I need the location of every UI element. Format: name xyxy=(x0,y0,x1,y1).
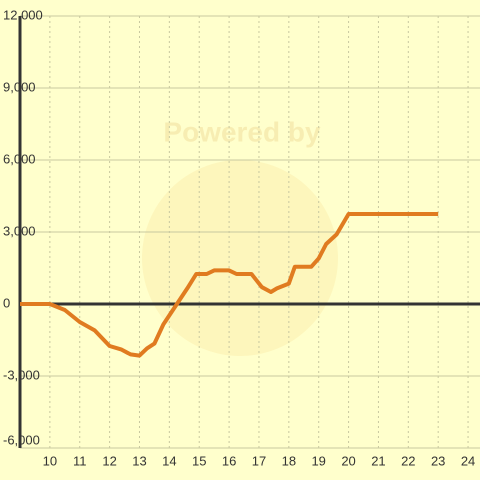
y-tick-label: 0 xyxy=(3,295,10,310)
x-tick-label: 19 xyxy=(311,453,325,468)
x-tick-label: 12 xyxy=(102,453,116,468)
x-tick-label: 16 xyxy=(222,453,236,468)
x-tick-label: 14 xyxy=(162,453,176,468)
x-tick-label: 20 xyxy=(341,453,355,468)
y-tick-label: 12,000 xyxy=(3,7,43,22)
x-tick-label: 24 xyxy=(461,453,475,468)
x-tick-label: 23 xyxy=(431,453,445,468)
x-tick-label: 15 xyxy=(192,453,206,468)
line-series xyxy=(20,212,439,358)
x-tick-label: 17 xyxy=(252,453,266,468)
x-tick-label: 11 xyxy=(73,453,87,468)
x-tick-label: 22 xyxy=(401,453,415,468)
x-tick-label: 21 xyxy=(371,453,385,468)
watermark-logo xyxy=(142,160,338,356)
x-tick-label: 18 xyxy=(282,453,296,468)
watermark: Powered by xyxy=(163,116,321,147)
x-tick-label: 10 xyxy=(43,453,57,468)
x-tick-label: 13 xyxy=(132,453,146,468)
